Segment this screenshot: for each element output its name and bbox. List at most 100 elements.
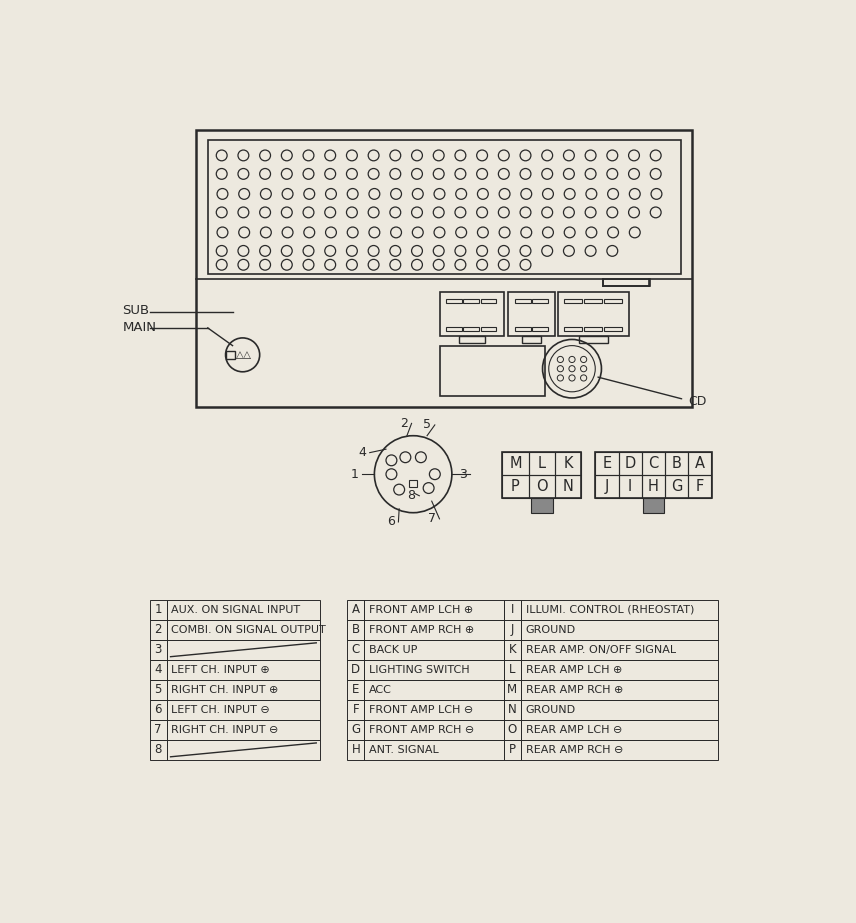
Bar [365, 660, 504, 680]
Text: F: F [696, 479, 704, 494]
Text: FRONT AMP LCH ⊖: FRONT AMP LCH ⊖ [369, 705, 473, 714]
Bar [504, 619, 520, 640]
Bar [480, 327, 496, 331]
Bar [520, 680, 718, 700]
Bar [502, 475, 529, 498]
Bar [348, 619, 365, 640]
Bar [520, 700, 718, 720]
Text: FRONT AMP RCH ⊕: FRONT AMP RCH ⊕ [369, 625, 474, 635]
Text: J: J [604, 479, 609, 494]
Text: K: K [508, 643, 516, 656]
Bar [460, 336, 484, 342]
Text: N: N [508, 703, 517, 716]
Text: A: A [695, 456, 704, 471]
Bar [529, 452, 555, 475]
Bar [532, 327, 548, 331]
Bar [665, 475, 688, 498]
Bar [463, 299, 479, 304]
Text: REAR AMP RCH ⊖: REAR AMP RCH ⊖ [526, 745, 623, 755]
Text: 7: 7 [154, 724, 162, 737]
Bar [208, 140, 681, 274]
Text: A: A [352, 604, 360, 617]
Text: GROUND: GROUND [526, 625, 575, 635]
Bar [595, 452, 619, 475]
Bar [167, 640, 320, 660]
Text: H: H [352, 743, 360, 756]
Text: K: K [563, 456, 573, 471]
Bar [520, 720, 718, 740]
Bar [504, 640, 520, 660]
Bar [642, 475, 665, 498]
Text: LEFT CH. INPUT ⊖: LEFT CH. INPUT ⊖ [171, 705, 270, 714]
Bar [196, 130, 693, 407]
Bar [226, 351, 235, 359]
Text: C: C [352, 643, 360, 656]
Text: AUX. ON SIGNAL INPUT: AUX. ON SIGNAL INPUT [171, 605, 300, 615]
Text: 8: 8 [154, 743, 162, 756]
Bar [348, 680, 365, 700]
Text: J: J [511, 623, 514, 636]
Bar [555, 475, 581, 498]
Bar [665, 452, 688, 475]
Bar [603, 299, 621, 304]
Bar [584, 327, 602, 331]
Bar [480, 299, 496, 304]
Text: 1: 1 [154, 604, 162, 617]
Bar [514, 299, 531, 304]
Text: LIGHTING SWITCH: LIGHTING SWITCH [369, 665, 470, 675]
Bar [555, 452, 581, 475]
Text: 5: 5 [154, 683, 162, 696]
Text: B: B [352, 623, 360, 636]
Text: ACC: ACC [369, 685, 392, 695]
Text: 4: 4 [358, 446, 366, 459]
Bar [603, 279, 650, 286]
Bar [150, 600, 167, 619]
Bar [167, 680, 320, 700]
Text: P: P [511, 479, 520, 494]
Text: 2: 2 [400, 417, 407, 430]
Bar [619, 452, 642, 475]
Bar [447, 299, 462, 304]
Text: L: L [538, 456, 546, 471]
Text: CD: CD [688, 395, 706, 408]
Text: D: D [625, 456, 636, 471]
Bar [504, 600, 520, 619]
Bar [447, 327, 462, 331]
Text: P: P [508, 743, 516, 756]
Text: G: G [351, 724, 360, 737]
Text: 6: 6 [154, 703, 162, 716]
Bar [150, 700, 167, 720]
Text: M: M [509, 456, 521, 471]
Text: GROUND: GROUND [526, 705, 575, 714]
Bar [348, 740, 365, 760]
Bar [365, 619, 504, 640]
Bar [529, 475, 555, 498]
Bar [150, 680, 167, 700]
Text: E: E [603, 456, 611, 471]
Bar [365, 720, 504, 740]
Text: SUB: SUB [122, 305, 150, 318]
Bar [584, 299, 602, 304]
Text: 7: 7 [428, 512, 436, 525]
Text: 6: 6 [387, 515, 395, 529]
Bar [502, 452, 581, 498]
Text: REAR AMP LCH ⊕: REAR AMP LCH ⊕ [526, 665, 621, 675]
Bar [504, 720, 520, 740]
Bar [440, 292, 504, 336]
Text: 5: 5 [423, 418, 431, 431]
Text: O: O [508, 724, 517, 737]
Bar [348, 660, 365, 680]
Text: 3: 3 [459, 468, 467, 481]
Bar [688, 452, 711, 475]
Text: H: H [648, 479, 659, 494]
Bar [167, 619, 320, 640]
Bar [520, 740, 718, 760]
Text: COMBI. ON SIGNAL OUTPUT: COMBI. ON SIGNAL OUTPUT [171, 625, 326, 635]
Bar [564, 299, 582, 304]
Bar [150, 740, 167, 760]
Bar [520, 640, 718, 660]
Bar [504, 700, 520, 720]
Text: M: M [508, 683, 517, 696]
Text: ILLUMI. CONTROL (RHEOSTAT): ILLUMI. CONTROL (RHEOSTAT) [526, 605, 694, 615]
Bar [348, 720, 365, 740]
